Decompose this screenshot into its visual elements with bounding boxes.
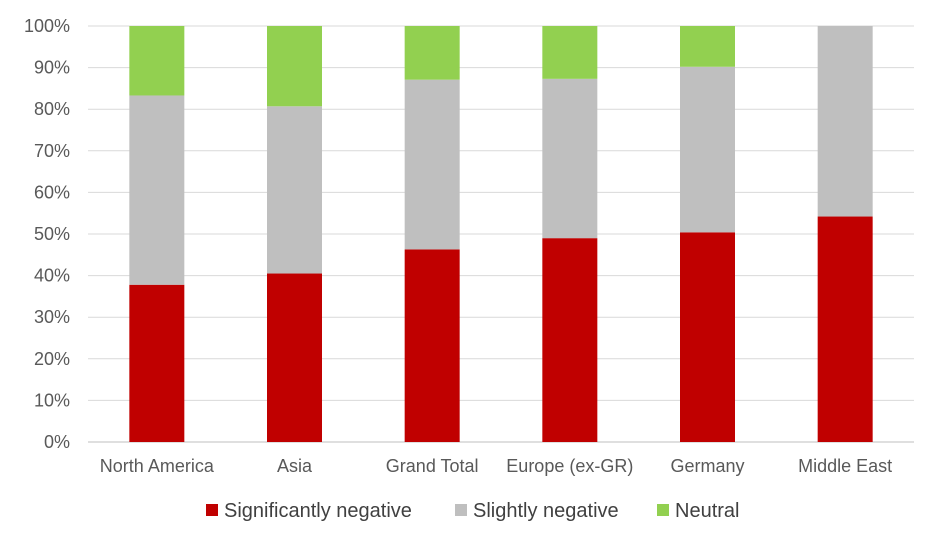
bar-segment [404, 26, 460, 80]
y-tick-label: 40% [34, 266, 70, 286]
bar-segment [680, 26, 735, 67]
bar-segment [542, 26, 598, 79]
x-axis: North America Asia Grand Total Europe (ex-G… [100, 456, 892, 476]
y-tick-label: 50% [34, 224, 70, 244]
x-tick-label: Grand Total [386, 456, 479, 476]
bar-segment [267, 26, 322, 107]
legend-swatch [657, 504, 669, 516]
legend-swatch [206, 504, 218, 516]
legend-label: Significantly negative [224, 500, 412, 522]
y-tick-label: 30% [34, 307, 70, 327]
legend-label: Slightly negative [473, 500, 619, 522]
gridlines [88, 25, 914, 443]
bar-segment [267, 273, 322, 442]
x-tick-label: North America [100, 456, 215, 476]
bar-segment [129, 95, 185, 285]
bar-segment [680, 232, 735, 442]
bar-segment [817, 216, 873, 442]
bar-segment [817, 26, 873, 217]
bars [129, 26, 873, 442]
y-tick-label: 90% [34, 58, 70, 78]
bar-segment [129, 284, 185, 442]
y-tick-label: 80% [34, 99, 70, 119]
bar-segment [404, 79, 460, 250]
y-tick-label: 60% [34, 182, 70, 202]
y-tick-label: 70% [34, 141, 70, 161]
y-tick-label: 100% [24, 16, 70, 36]
y-axis: 0% 10% 20% 30% 40% 50% 60% 70% 80% 90% 100% [24, 16, 70, 452]
x-tick-label: Asia [277, 456, 313, 476]
bar-segment [129, 26, 185, 96]
legend-label: Neutral [675, 500, 739, 522]
bar-segment [404, 249, 460, 442]
bar-segment [542, 78, 598, 239]
y-tick-label: 10% [34, 390, 70, 410]
bar-segment [680, 66, 735, 233]
y-tick-label: 0% [44, 432, 70, 452]
legend: Significantly negative Slightly negative N… [206, 500, 739, 522]
bar-segment [542, 238, 598, 442]
x-tick-label: Europe (ex-GR) [506, 456, 633, 476]
x-tick-label: Germany [670, 456, 744, 476]
bar-segment [267, 106, 322, 274]
x-tick-label: Middle East [798, 456, 892, 476]
y-tick-label: 20% [34, 349, 70, 369]
legend-swatch [455, 504, 467, 516]
